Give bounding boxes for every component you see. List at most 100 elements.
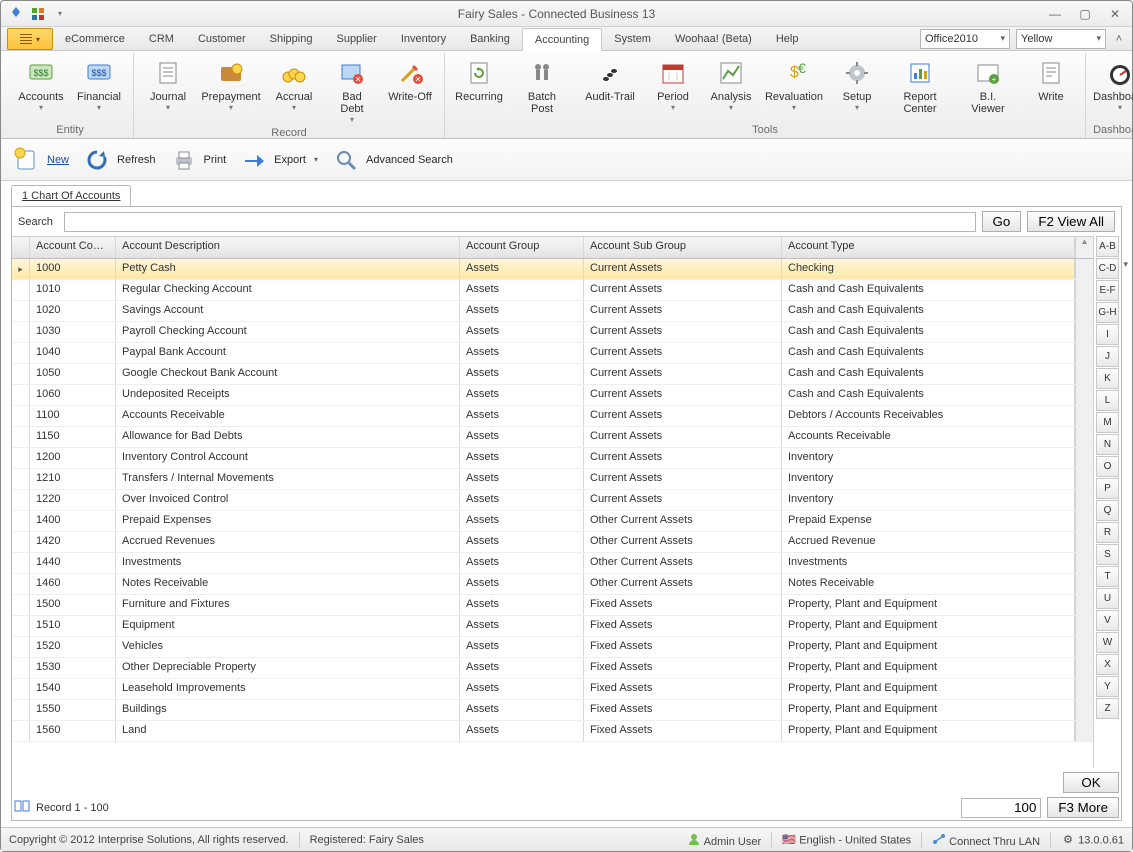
theme-select[interactable]: Office2010 bbox=[920, 29, 1010, 49]
alpha-g-h[interactable]: G-H bbox=[1096, 302, 1119, 323]
col-account-description[interactable]: Account Description bbox=[116, 237, 460, 258]
alpha-q[interactable]: Q bbox=[1096, 500, 1119, 521]
minimize-button[interactable]: — bbox=[1044, 6, 1066, 22]
table-row[interactable]: 1040Paypal Bank AccountAssetsCurrent Ass… bbox=[12, 343, 1093, 364]
table-row[interactable]: 1100Accounts ReceivableAssetsCurrent Ass… bbox=[12, 406, 1093, 427]
view-all-button[interactable]: F2 View All bbox=[1027, 211, 1115, 232]
alpha-s[interactable]: S bbox=[1096, 544, 1119, 565]
alpha-v[interactable]: V bbox=[1096, 610, 1119, 631]
report-center-button[interactable]: ReportCenter bbox=[887, 55, 953, 117]
table-row[interactable]: 1020Savings AccountAssetsCurrent AssetsC… bbox=[12, 301, 1093, 322]
col-account-code[interactable]: Account Code bbox=[30, 237, 116, 258]
new-button[interactable]: New bbox=[13, 146, 69, 174]
ok-button[interactable]: OK bbox=[1063, 772, 1119, 793]
table-row[interactable]: 1460Notes ReceivableAssetsOther Current … bbox=[12, 574, 1093, 595]
tab-chart-of-accounts[interactable]: 1 Chart Of Accounts bbox=[11, 185, 131, 206]
tab-inventory[interactable]: Inventory bbox=[389, 27, 458, 50]
audit-trail-button[interactable]: Audit-Trail bbox=[577, 55, 643, 105]
prepayment-button[interactable]: Prepayment▾ bbox=[198, 55, 264, 115]
alpha-w[interactable]: W bbox=[1096, 632, 1119, 653]
table-row[interactable]: 1010Regular Checking AccountAssetsCurren… bbox=[12, 280, 1093, 301]
alpha-n[interactable]: N bbox=[1096, 434, 1119, 455]
go-button[interactable]: Go bbox=[982, 211, 1022, 232]
close-button[interactable]: ✕ bbox=[1104, 6, 1126, 22]
tab-system[interactable]: System bbox=[602, 27, 663, 50]
page-size-input[interactable] bbox=[961, 798, 1041, 818]
alpha-p[interactable]: P bbox=[1096, 478, 1119, 499]
tab-ecommerce[interactable]: eCommerce bbox=[53, 27, 137, 50]
table-row[interactable]: 1440InvestmentsAssetsOther Current Asset… bbox=[12, 553, 1093, 574]
table-row[interactable]: 1210Transfers / Internal MovementsAssets… bbox=[12, 469, 1093, 490]
analysis-button[interactable]: Analysis▾ bbox=[703, 55, 759, 115]
export-button[interactable]: Export▾ bbox=[240, 146, 318, 174]
maximize-button[interactable]: ▢ bbox=[1074, 6, 1096, 22]
tab-customer[interactable]: Customer bbox=[186, 27, 258, 50]
table-row[interactable]: 1500Furniture and FixturesAssetsFixed As… bbox=[12, 595, 1093, 616]
table-row[interactable]: 1540Leasehold ImprovementsAssetsFixed As… bbox=[12, 679, 1093, 700]
qat-item[interactable] bbox=[29, 5, 47, 23]
alpha-u[interactable]: U bbox=[1096, 588, 1119, 609]
table-row[interactable]: 1520VehiclesAssetsFixed AssetsProperty, … bbox=[12, 637, 1093, 658]
more-button[interactable]: F3 More bbox=[1047, 797, 1119, 818]
color-select[interactable]: Yellow bbox=[1016, 29, 1106, 49]
alpha-r[interactable]: R bbox=[1096, 522, 1119, 543]
setup-button[interactable]: Setup▾ bbox=[829, 55, 885, 115]
recurring-button[interactable]: Recurring bbox=[451, 55, 507, 105]
write-button[interactable]: Write bbox=[1023, 55, 1079, 105]
col-account-type[interactable]: Account Type bbox=[782, 237, 1075, 258]
advanced-search-button[interactable]: Advanced Search bbox=[332, 146, 453, 174]
accounts-button[interactable]: $$$Accounts▾ bbox=[13, 55, 69, 115]
tab-banking[interactable]: Banking bbox=[458, 27, 522, 50]
file-button[interactable]: ▾ bbox=[7, 28, 53, 50]
table-row[interactable]: 1000Petty CashAssetsCurrent AssetsChecki… bbox=[12, 259, 1093, 280]
table-row[interactable]: 1060Undeposited ReceiptsAssetsCurrent As… bbox=[12, 385, 1093, 406]
accrual-button[interactable]: Accrual▾ bbox=[266, 55, 322, 115]
journal-button[interactable]: Journal▾ bbox=[140, 55, 196, 115]
tab-help[interactable]: Help bbox=[764, 27, 811, 50]
alpha-j[interactable]: J bbox=[1096, 346, 1119, 367]
table-row[interactable]: 1400Prepaid ExpensesAssetsOther Current … bbox=[12, 511, 1093, 532]
print-button[interactable]: Print bbox=[170, 146, 227, 174]
table-row[interactable]: 1050Google Checkout Bank AccountAssetsCu… bbox=[12, 364, 1093, 385]
table-row[interactable]: 1510EquipmentAssetsFixed AssetsProperty,… bbox=[12, 616, 1093, 637]
table-row[interactable]: 1420Accrued RevenuesAssetsOther Current … bbox=[12, 532, 1093, 553]
revaluation-button[interactable]: $€Revaluation▾ bbox=[761, 55, 827, 115]
refresh-button[interactable]: Refresh bbox=[83, 146, 156, 174]
b-i-viewer-button[interactable]: +B.I.Viewer bbox=[955, 55, 1021, 117]
table-row[interactable]: 1550BuildingsAssetsFixed AssetsProperty,… bbox=[12, 700, 1093, 721]
search-input[interactable] bbox=[64, 212, 976, 232]
qat-dropdown-icon[interactable]: ▾ bbox=[51, 5, 69, 23]
tab-supplier[interactable]: Supplier bbox=[324, 27, 388, 50]
collapse-ribbon-icon[interactable]: ˄ bbox=[1112, 33, 1126, 45]
alpha-o[interactable]: O bbox=[1096, 456, 1119, 477]
alpha-x[interactable]: X bbox=[1096, 654, 1119, 675]
tab-crm[interactable]: CRM bbox=[137, 27, 186, 50]
period-button[interactable]: Period▾ bbox=[645, 55, 701, 115]
batch-post-button[interactable]: BatchPost bbox=[509, 55, 575, 117]
alpha-m[interactable]: M bbox=[1096, 412, 1119, 433]
alpha-a-b[interactable]: A-B bbox=[1096, 236, 1119, 257]
tab-accounting[interactable]: Accounting bbox=[522, 28, 602, 51]
dashboard-button[interactable]: Dashboard▾ bbox=[1092, 55, 1133, 115]
tab-shipping[interactable]: Shipping bbox=[258, 27, 325, 50]
alpha-i[interactable]: I bbox=[1096, 324, 1119, 345]
alpha-c-d[interactable]: C-D bbox=[1096, 258, 1119, 279]
bad-debt-button[interactable]: ✕BadDebt▾ bbox=[324, 55, 380, 127]
write-off-button[interactable]: ✕Write-Off bbox=[382, 55, 438, 105]
table-row[interactable]: 1200Inventory Control AccountAssetsCurre… bbox=[12, 448, 1093, 469]
alpha-t[interactable]: T bbox=[1096, 566, 1119, 587]
alpha-k[interactable]: K bbox=[1096, 368, 1119, 389]
table-row[interactable]: 1220Over Invoiced ControlAssetsCurrent A… bbox=[12, 490, 1093, 511]
table-row[interactable]: 1030Payroll Checking AccountAssetsCurren… bbox=[12, 322, 1093, 343]
table-row[interactable]: 1530Other Depreciable PropertyAssetsFixe… bbox=[12, 658, 1093, 679]
alpha-l[interactable]: L bbox=[1096, 390, 1119, 411]
alpha-e-f[interactable]: E-F bbox=[1096, 280, 1119, 301]
table-row[interactable]: 1150Allowance for Bad DebtsAssetsCurrent… bbox=[12, 427, 1093, 448]
scroll-up-icon[interactable]: ▲ bbox=[1075, 237, 1093, 258]
table-row[interactable]: 1560LandAssetsFixed AssetsProperty, Plan… bbox=[12, 721, 1093, 742]
financial-button[interactable]: $$$Financial▾ bbox=[71, 55, 127, 115]
col-account-group[interactable]: Account Group bbox=[460, 237, 584, 258]
tab-woohaa-beta-[interactable]: Woohaa! (Beta) bbox=[663, 27, 764, 50]
col-account-sub-group[interactable]: Account Sub Group bbox=[584, 237, 782, 258]
alpha-y[interactable]: Y bbox=[1096, 676, 1119, 697]
